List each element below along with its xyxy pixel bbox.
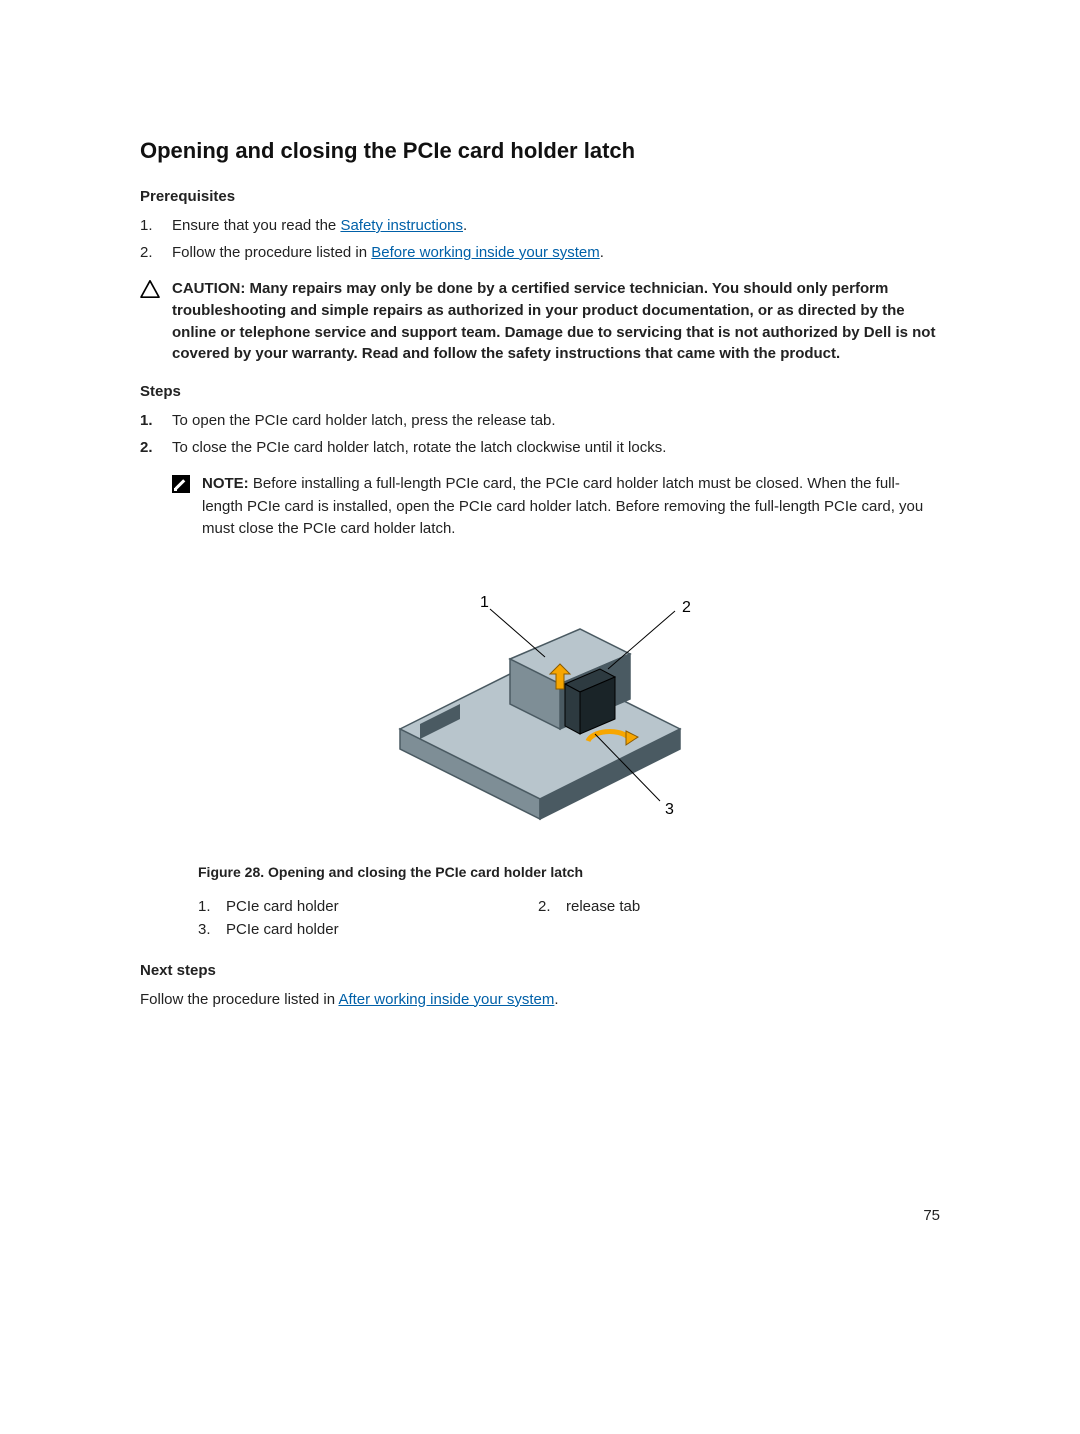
note-callout: NOTE: Before installing a full-length PC… — [172, 473, 940, 541]
caution-callout: CAUTION: Many repairs may only be done b… — [140, 278, 940, 365]
page-number: 75 — [923, 1207, 940, 1224]
figure-legend: 1. PCIe card holder 2. release tab 3. PC… — [198, 898, 940, 938]
note-body: Before installing a full-length PCIe car… — [202, 475, 923, 537]
text-fragment: Follow the procedure listed in — [140, 991, 338, 1008]
legend-text: release tab — [566, 898, 640, 915]
legend-item-1: 1. PCIe card holder — [198, 898, 538, 915]
caution-label: CAUTION: — [172, 280, 250, 297]
prereq-item-1: 1. Ensure that you read the Safety instr… — [140, 215, 940, 238]
legend-text: PCIe card holder — [226, 921, 339, 938]
list-text: To open the PCIe card holder latch, pres… — [172, 410, 556, 433]
prereq-item-2: 2. Follow the procedure listed in Before… — [140, 242, 940, 265]
after-working-link[interactable]: After working inside your system — [338, 991, 554, 1008]
list-number: 1. — [140, 215, 172, 238]
figure-svg: 1 2 3 — [330, 569, 750, 829]
list-text: To close the PCIe card holder latch, rot… — [172, 437, 666, 460]
text-fragment: . — [554, 991, 558, 1008]
note-icon — [172, 473, 202, 541]
list-text: Ensure that you read the Safety instruct… — [172, 215, 467, 238]
caution-text: CAUTION: Many repairs may only be done b… — [172, 278, 940, 365]
list-number: 1. — [140, 410, 172, 433]
legend-num: 1. — [198, 898, 226, 915]
document-page: Opening and closing the PCIe card holder… — [0, 0, 1080, 1011]
list-number: 2. — [140, 437, 172, 460]
legend-num: 2. — [538, 898, 566, 915]
figure-callout-1: 1 — [480, 594, 489, 611]
note-text: NOTE: Before installing a full-length PC… — [202, 473, 940, 541]
figure-callout-2: 2 — [682, 599, 691, 616]
text-fragment: . — [463, 217, 467, 234]
list-text: Follow the procedure listed in Before wo… — [172, 242, 604, 265]
text-fragment: Ensure that you read the — [172, 217, 340, 234]
next-steps-label: Next steps — [140, 962, 940, 979]
safety-instructions-link[interactable]: Safety instructions — [340, 217, 463, 234]
caution-icon — [140, 278, 172, 365]
note-label: NOTE: — [202, 475, 253, 492]
figure-caption: Figure 28. Opening and closing the PCIe … — [198, 864, 940, 880]
next-steps-body: Follow the procedure listed in After wor… — [140, 989, 940, 1012]
text-fragment: . — [600, 244, 604, 261]
list-number: 2. — [140, 242, 172, 265]
figure-callout-3: 3 — [665, 801, 674, 818]
text-fragment: Follow the procedure listed in — [172, 244, 371, 261]
legend-item-2: 2. release tab — [538, 898, 878, 915]
before-working-link[interactable]: Before working inside your system — [371, 244, 599, 261]
legend-num: 3. — [198, 921, 226, 938]
step-item-2: 2. To close the PCIe card holder latch, … — [140, 437, 940, 460]
legend-text: PCIe card holder — [226, 898, 339, 915]
steps-label: Steps — [140, 383, 940, 400]
steps-list: 1. To open the PCIe card holder latch, p… — [140, 410, 940, 459]
legend-item-3: 3. PCIe card holder — [198, 921, 538, 938]
caution-body: Many repairs may only be done by a certi… — [172, 280, 935, 362]
prerequisites-label: Prerequisites — [140, 188, 940, 205]
page-title: Opening and closing the PCIe card holder… — [140, 138, 940, 164]
prerequisites-list: 1. Ensure that you read the Safety instr… — [140, 215, 940, 264]
figure-28: 1 2 3 — [140, 569, 940, 834]
step-item-1: 1. To open the PCIe card holder latch, p… — [140, 410, 940, 433]
